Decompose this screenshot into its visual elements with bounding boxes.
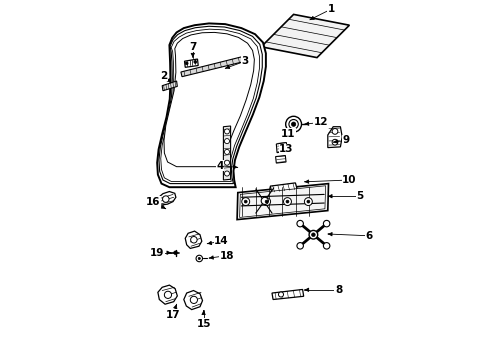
Text: 13: 13 [279,144,294,154]
Text: 7: 7 [189,42,196,52]
Circle shape [163,196,169,202]
Polygon shape [328,127,342,148]
Text: 16: 16 [146,197,160,207]
Circle shape [174,251,177,255]
Circle shape [198,257,200,260]
Circle shape [307,200,310,203]
Polygon shape [185,59,198,67]
Circle shape [242,198,250,206]
Text: 5: 5 [357,191,364,201]
Circle shape [278,292,284,297]
Circle shape [323,243,330,249]
Polygon shape [237,184,328,220]
Circle shape [185,62,188,65]
Polygon shape [184,291,202,310]
Text: 11: 11 [281,129,295,139]
Circle shape [245,200,247,203]
Text: 9: 9 [342,135,349,145]
Text: 17: 17 [166,310,180,320]
Text: 1: 1 [328,4,335,14]
Circle shape [196,255,202,262]
Polygon shape [162,81,177,91]
Circle shape [297,220,303,227]
Circle shape [194,60,197,63]
Text: 15: 15 [196,319,211,329]
Polygon shape [158,285,177,304]
Circle shape [261,197,269,204]
Polygon shape [181,57,243,77]
Polygon shape [270,183,297,192]
Text: 18: 18 [220,251,234,261]
Circle shape [224,129,229,134]
Circle shape [284,198,292,206]
Circle shape [263,198,270,206]
Circle shape [304,198,312,206]
Circle shape [265,200,268,203]
Circle shape [309,230,318,239]
Text: 12: 12 [313,117,328,127]
Circle shape [332,129,338,134]
Polygon shape [240,186,326,217]
Polygon shape [164,32,254,167]
Circle shape [224,160,229,165]
Polygon shape [185,231,202,248]
Circle shape [292,122,296,126]
Circle shape [191,237,197,243]
Circle shape [312,233,315,237]
Circle shape [164,291,171,298]
Text: 8: 8 [335,285,342,295]
Circle shape [323,220,330,227]
Text: 14: 14 [214,236,229,246]
Text: 6: 6 [366,231,373,241]
Circle shape [332,139,338,145]
Circle shape [286,200,289,203]
Circle shape [297,243,303,249]
Polygon shape [159,26,262,184]
Circle shape [190,296,197,303]
Polygon shape [272,289,304,300]
Polygon shape [161,29,259,181]
Polygon shape [156,192,176,205]
Polygon shape [223,126,231,180]
Circle shape [286,116,301,132]
Text: 3: 3 [242,56,248,66]
Text: 4: 4 [216,161,223,171]
Polygon shape [285,129,294,135]
Text: 2: 2 [160,71,168,81]
Polygon shape [275,156,286,163]
Polygon shape [261,14,349,58]
Circle shape [224,171,229,176]
Text: 10: 10 [342,175,357,185]
Circle shape [224,139,229,144]
Circle shape [289,120,298,129]
Text: 19: 19 [149,248,164,258]
Circle shape [224,149,229,154]
Polygon shape [157,23,266,187]
Polygon shape [276,143,287,153]
